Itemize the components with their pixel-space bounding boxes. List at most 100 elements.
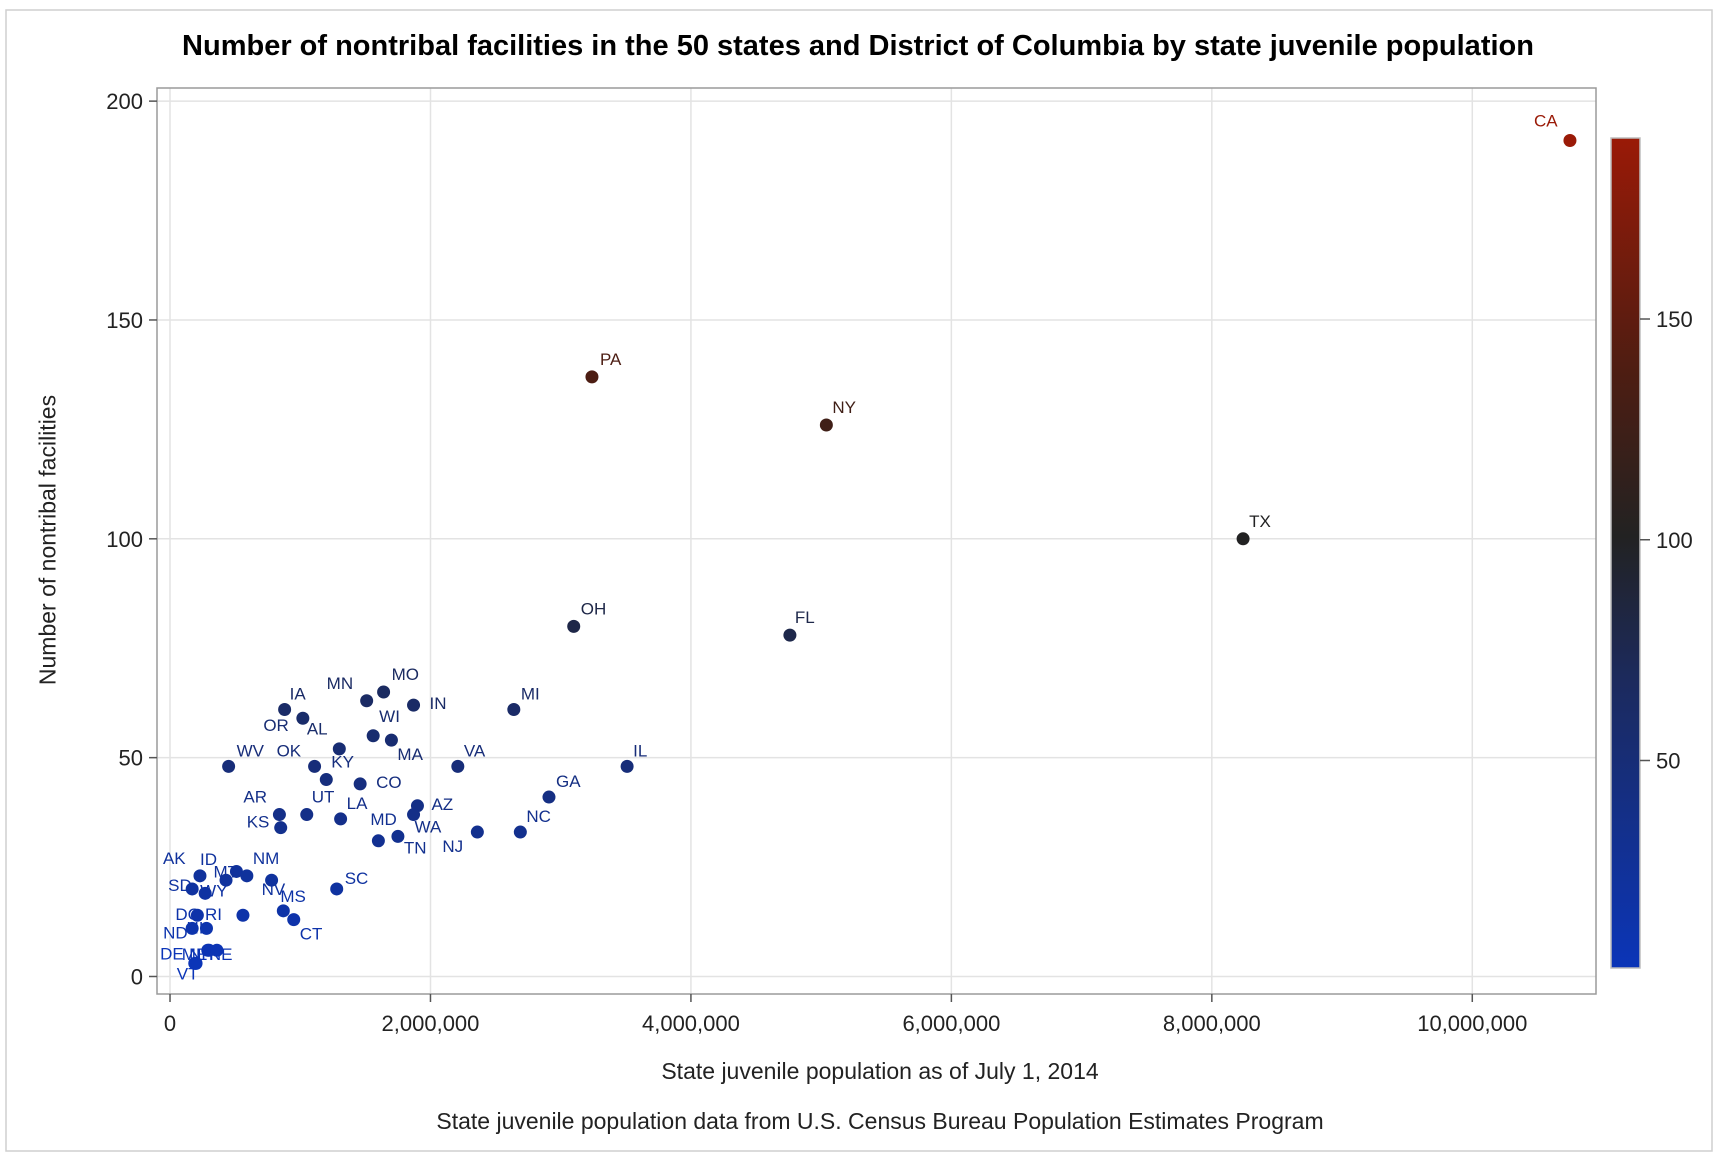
data-point-mt: [229, 864, 243, 878]
data-point-il: [620, 759, 634, 773]
data-label-nj: NJ: [442, 837, 463, 856]
data-label-ut: UT: [312, 788, 335, 807]
data-label-az: AZ: [431, 795, 453, 814]
data-point-mo: [377, 685, 391, 699]
data-label-md: MD: [370, 810, 396, 829]
data-label-il: IL: [633, 741, 647, 760]
data-label-ok: OK: [277, 741, 302, 760]
data-point-nv: [265, 873, 279, 887]
data-point-nd: [185, 921, 199, 935]
data-point-wy: [198, 886, 212, 900]
data-point-mi: [507, 703, 521, 717]
data-point-nm: [240, 869, 254, 883]
color-scale-tick-label: 150: [1656, 307, 1693, 332]
plot-frame: [156, 87, 1597, 995]
data-point-ga: [542, 790, 556, 804]
chart-footnote: State juvenile population data from U.S.…: [436, 1108, 1324, 1134]
data-point-ky: [319, 773, 333, 787]
data-label-wy: WY: [200, 881, 227, 900]
data-label-wa: WA: [415, 818, 442, 837]
x-tick-label: 4,000,000: [642, 1011, 740, 1036]
data-label-sc: SC: [345, 869, 369, 888]
data-label-co: CO: [376, 773, 402, 792]
data-label-wi: WI: [379, 707, 400, 726]
data-point-nc: [513, 825, 527, 839]
outer-border: [5, 9, 1713, 1152]
color-scale-tick-label: 100: [1656, 528, 1693, 553]
data-label-ia: IA: [290, 685, 307, 704]
data-point-ar: [272, 808, 286, 822]
data-point-ri: [236, 908, 250, 922]
data-point-hi: [199, 921, 213, 935]
data-label-mi: MI: [521, 685, 540, 704]
data-point-sd: [185, 882, 199, 896]
data-label-dc: DC: [175, 905, 200, 924]
y-tick-label: 200: [106, 89, 143, 114]
data-label-nc: NC: [526, 807, 551, 826]
data-point-ia: [278, 703, 292, 717]
data-label-ny: NY: [832, 398, 856, 417]
data-label-or: OR: [263, 716, 289, 735]
data-label-me: ME: [182, 945, 208, 964]
x-tick-label: 6,000,000: [902, 1011, 1000, 1036]
x-tick-label: 8,000,000: [1163, 1011, 1261, 1036]
data-point-ms: [276, 904, 290, 918]
data-label-vt: VT: [177, 964, 199, 983]
data-point-or: [332, 742, 346, 756]
data-label-ky: KY: [331, 753, 354, 772]
data-point-ak: [193, 869, 207, 883]
data-label-ne: NE: [209, 945, 233, 964]
data-label-pa: PA: [600, 350, 622, 369]
data-point-ma: [384, 733, 398, 747]
data-label-tx: TX: [1249, 512, 1271, 531]
data-label-tn: TN: [404, 838, 427, 857]
data-label-ga: GA: [556, 772, 581, 791]
data-point-md: [371, 834, 385, 848]
color-scale-tick-label: 50: [1656, 749, 1680, 774]
x-tick-label: 2,000,000: [382, 1011, 480, 1036]
data-point-co: [353, 777, 367, 791]
x-tick-label: 0: [164, 1011, 176, 1036]
data-point-oh: [567, 619, 581, 633]
data-point-fl: [783, 628, 797, 642]
data-label-va: VA: [464, 741, 486, 760]
data-point-tn: [391, 829, 405, 843]
data-point-ok: [308, 759, 322, 773]
data-label-nh: NH: [189, 945, 214, 964]
data-point-wa: [407, 808, 421, 822]
data-point-wi: [366, 729, 380, 743]
data-label-ks: KS: [247, 813, 270, 832]
data-label-mt: MT: [213, 862, 238, 881]
data-point-vt: [188, 956, 202, 970]
data-label-wv: WV: [237, 741, 265, 760]
data-label-oh: OH: [581, 599, 607, 618]
data-label-fl: FL: [795, 608, 815, 627]
data-point-tx: [1236, 532, 1250, 546]
data-label-in: IN: [430, 694, 447, 713]
color-scale-bar: [1610, 137, 1641, 969]
data-point-nj: [470, 825, 484, 839]
data-point-ny: [819, 418, 833, 432]
data-label-nv: NV: [262, 880, 286, 899]
y-tick-label: 100: [106, 527, 143, 552]
data-label-ak: AK: [163, 849, 186, 868]
data-point-ks: [274, 821, 288, 835]
data-label-la: LA: [347, 794, 368, 813]
data-label-ma: MA: [397, 745, 423, 764]
data-label-nm: NM: [253, 849, 279, 868]
data-point-wv: [222, 759, 236, 773]
data-label-hi: HI: [186, 918, 203, 937]
data-point-sc: [330, 882, 344, 896]
y-tick-label: 50: [119, 746, 143, 771]
data-point-ut: [300, 808, 314, 822]
y-tick-label: 150: [106, 308, 143, 333]
chart-title: Number of nontribal facilities in the 50…: [182, 30, 1534, 62]
data-label-ri: RI: [205, 905, 222, 924]
data-label-ct: CT: [300, 925, 323, 944]
data-label-mn: MN: [327, 674, 353, 693]
data-label-de: DE: [160, 944, 184, 963]
data-label-ca: CA: [1534, 112, 1558, 131]
data-point-al: [296, 711, 310, 725]
